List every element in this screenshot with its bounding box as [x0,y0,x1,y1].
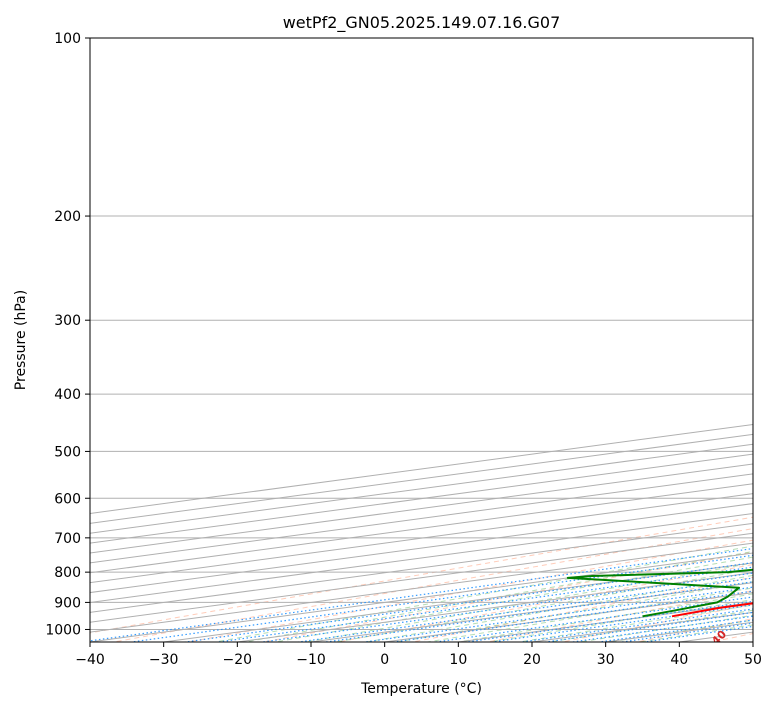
x-axis-label: Temperature (°C) [360,681,482,697]
moist-adiabat-line [272,556,753,642]
y-tick-label: 600 [54,491,81,507]
plot-area: 0.10.20.40.611.52346810131620253036 -100… [90,38,753,642]
dry-adiabat-line [111,528,753,642]
isotherm-line [90,483,753,574]
dewpoint-profile-line [566,568,753,618]
isotherm-line [90,512,753,603]
isotherm-line [90,463,753,554]
isotherm-line [90,473,753,564]
y-tick-label: 1000 [45,622,81,638]
y-axis-ticks: 100 200 300 400 500 600 700 800 900 1000 [45,31,90,638]
isotherm-line [90,503,753,594]
mixing-ratio-lines [90,547,753,642]
y-tick-label: 800 [54,565,81,581]
y-tick-label: 500 [54,444,81,460]
y-axis-label: Pressure (hPa) [13,290,29,390]
x-axis-ticks: −40 −30 −20 −10 0 10 20 30 40 50 [75,642,762,668]
chart-title: wetPf2_GN05.2025.149.07.16.G07 [283,13,561,33]
mixing-ratio-line [214,566,753,642]
y-tick-label: 300 [54,313,81,329]
x-tick-label: −10 [296,652,326,668]
x-tick-label: 30 [597,652,615,668]
x-tick-label: −30 [149,652,179,668]
y-tick-label: 100 [54,31,81,47]
moist-adiabat-line [393,581,753,642]
x-tick-label: −20 [223,652,253,668]
isotherm-line [90,453,753,544]
x-tick-label: 10 [449,652,467,668]
x-tick-label: −40 [75,652,105,668]
x-tick-label: 50 [744,652,762,668]
plot-frame [89,37,754,643]
moist-adiabat-line [454,593,753,642]
mixing-ratio-line [389,590,753,642]
moist-adiabat-line [546,609,753,642]
y-tick-label: 200 [54,209,81,225]
mixing-ratio-line [90,547,753,642]
x-tick-label: 20 [523,652,541,668]
y-tick-label: 900 [54,595,81,611]
profile-series [566,568,753,618]
moist-adiabat-line [302,562,753,642]
pressure-gridlines [90,38,753,630]
mixing-ratio-line [568,615,753,642]
x-tick-label: 40 [670,652,688,668]
y-tick-label: 700 [54,531,81,547]
isotherm-line [90,493,753,584]
isotherm-line [90,522,753,613]
x-tick-label: 0 [380,652,389,668]
isotherm-line [90,532,753,623]
isotherms [90,423,753,642]
y-tick-label: 400 [54,387,81,403]
moist-adiabat-line [576,614,753,642]
